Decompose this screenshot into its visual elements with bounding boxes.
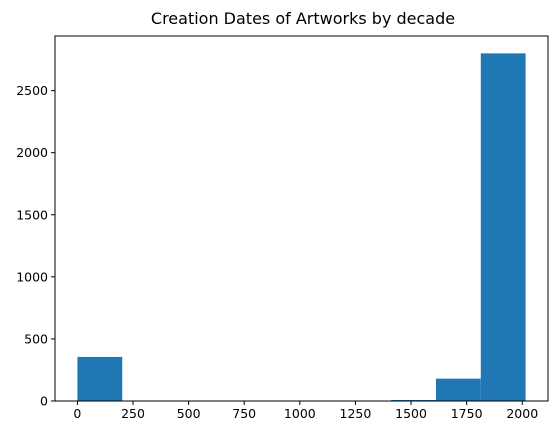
x-tick-label: 0 — [73, 406, 81, 421]
x-tick-label: 2000 — [506, 406, 538, 421]
x-tick-label: 250 — [121, 406, 145, 421]
y-tick-label: 2500 — [16, 83, 48, 98]
x-tick-label: 1500 — [395, 406, 427, 421]
chart-title: Creation Dates of Artworks by decade — [151, 9, 455, 28]
y-tick-label: 2000 — [16, 145, 48, 160]
x-tick-label: 750 — [232, 406, 256, 421]
x-tick-label: 1750 — [451, 406, 483, 421]
y-tick-label: 1000 — [16, 269, 48, 284]
bars-group — [77, 53, 526, 401]
histogram-bar — [77, 356, 123, 401]
y-tick-label: 0 — [40, 394, 48, 409]
histogram-bar — [435, 378, 481, 401]
x-tick-label: 1250 — [340, 406, 372, 421]
x-tick-label: 500 — [177, 406, 201, 421]
y-tick-label: 500 — [24, 331, 48, 346]
histogram-bar — [480, 53, 526, 401]
plot-frame — [54, 35, 549, 402]
axes-group: 0 250 500 750 1000 1250 1500 1750 2000 0 500 1000 15… — [16, 35, 549, 421]
x-tick-label: 1000 — [284, 406, 316, 421]
y-tick-label: 1500 — [16, 207, 48, 222]
